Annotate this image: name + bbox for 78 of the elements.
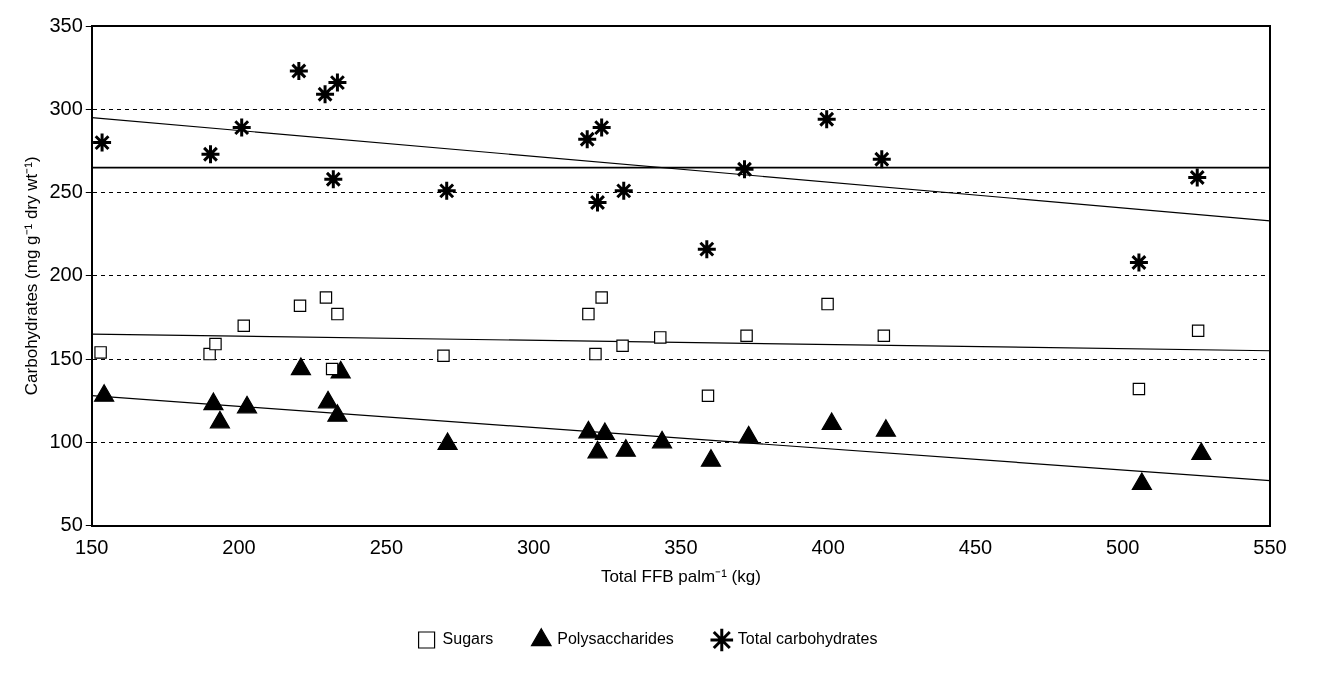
point	[325, 362, 339, 376]
point	[616, 339, 629, 352]
point	[319, 291, 333, 304]
x-tick-label: 200	[222, 536, 256, 559]
point	[1186, 167, 1208, 189]
point	[437, 349, 450, 362]
point	[203, 347, 216, 361]
point	[326, 72, 348, 94]
point	[591, 117, 613, 139]
point	[701, 389, 715, 402]
point	[203, 392, 224, 411]
y-tick-label: 350	[49, 13, 83, 36]
x-tick-label: 250	[369, 536, 404, 559]
point	[654, 331, 667, 344]
x-axis-title: Total FFB palm⁻¹ (kg)	[600, 567, 761, 587]
point	[1191, 442, 1212, 461]
point	[1191, 324, 1205, 338]
point	[327, 404, 348, 422]
x-tick-label: 550	[1253, 536, 1287, 559]
y-tick-label: 200	[49, 263, 83, 286]
y-tick-label: 150	[49, 346, 83, 369]
point	[322, 168, 344, 190]
point	[576, 128, 598, 150]
point	[589, 347, 602, 361]
point	[740, 329, 753, 343]
point	[875, 419, 897, 437]
y-tick-label: 100	[49, 429, 83, 452]
point	[871, 148, 893, 170]
point	[1131, 472, 1152, 491]
point	[696, 238, 718, 260]
point	[237, 319, 251, 333]
point	[821, 412, 842, 431]
x-tick-label: 300	[516, 536, 551, 559]
point	[615, 439, 636, 457]
y-tick-label: 300	[49, 96, 83, 119]
point	[94, 346, 107, 359]
x-tick-label: 450	[958, 536, 993, 559]
point	[613, 180, 635, 202]
point	[290, 357, 312, 376]
point	[582, 307, 595, 321]
legend-label: Total carbohydrates	[737, 630, 878, 648]
point	[331, 307, 344, 321]
point	[94, 384, 115, 402]
point	[209, 410, 231, 429]
legend-label: Polysaccharides	[557, 630, 674, 648]
point	[734, 158, 756, 180]
point	[436, 180, 458, 202]
y-tick-label: 50	[60, 513, 83, 536]
y-tick-label: 250	[49, 180, 83, 203]
point	[877, 329, 891, 343]
point	[821, 297, 834, 311]
point	[288, 60, 310, 82]
x-tick-label: 350	[664, 536, 698, 559]
x-tick-label: 150	[75, 536, 109, 559]
point	[236, 395, 258, 414]
y-axis-title: Carbohydrates (mg g⁻¹ dry wt⁻¹)	[21, 156, 41, 396]
point	[587, 192, 609, 214]
point	[738, 425, 759, 444]
point	[293, 299, 307, 313]
point	[91, 132, 113, 154]
point	[1132, 382, 1146, 396]
point	[231, 117, 253, 139]
point	[816, 108, 838, 130]
point	[437, 432, 458, 451]
point	[595, 291, 608, 304]
point	[587, 440, 608, 459]
point	[594, 422, 616, 441]
point	[1128, 251, 1150, 273]
point	[578, 420, 599, 439]
legend-label: Sugars	[442, 630, 494, 648]
point	[317, 390, 339, 409]
point	[651, 430, 673, 449]
point	[209, 337, 222, 351]
x-tick-label: 400	[811, 536, 845, 559]
x-tick-label: 500	[1106, 536, 1140, 559]
point	[199, 143, 221, 165]
point	[314, 83, 336, 105]
point	[700, 449, 722, 467]
